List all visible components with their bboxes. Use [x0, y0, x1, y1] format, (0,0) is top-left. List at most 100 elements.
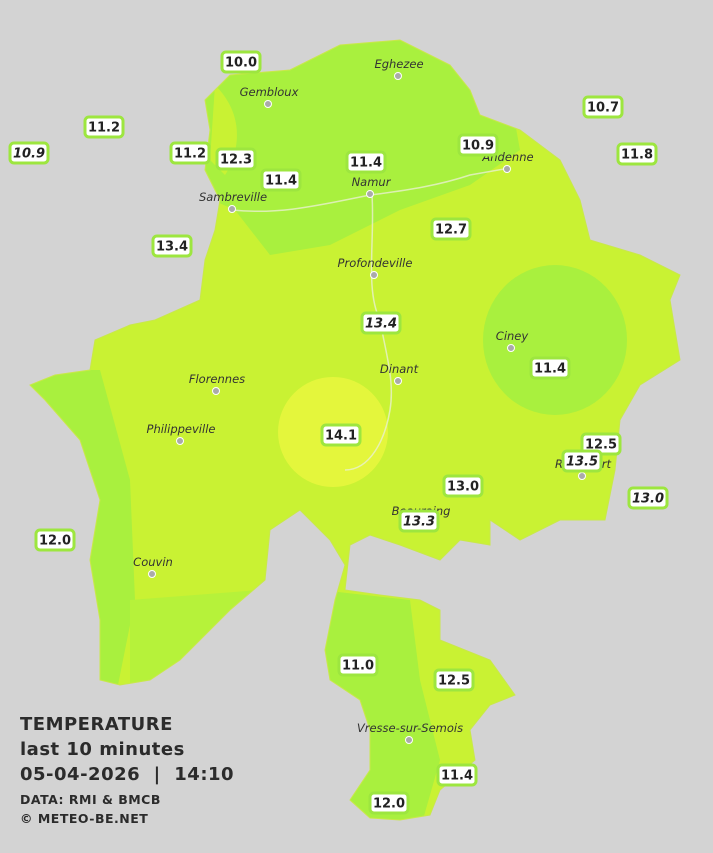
station-box: [337, 653, 379, 677]
station-label: 11.8: [616, 142, 658, 166]
station-value: 13.5: [566, 455, 598, 470]
station-label: 11.4: [345, 150, 387, 174]
city-dot: [507, 344, 515, 352]
station-value: 13.4: [365, 317, 397, 332]
city-dot: [148, 570, 156, 578]
city-label: Vresse-sur-Semois: [357, 721, 463, 735]
station-value: 11.8: [621, 148, 653, 163]
station-label: 11.4: [529, 356, 571, 380]
station-value: 11.2: [174, 147, 206, 162]
city-label: Florennes: [189, 372, 245, 386]
station-value: 13.0: [447, 480, 479, 495]
station-value: 11.4: [350, 156, 382, 171]
station-box: [220, 50, 262, 74]
station-value: 14.1: [325, 429, 357, 444]
legend-subtitle: last 10 minutes: [20, 739, 185, 760]
city-label: Dinant: [380, 362, 419, 376]
city-label: Eghezee: [374, 57, 423, 71]
station-label: 10.9: [457, 133, 499, 157]
city-dot: [503, 165, 511, 173]
station-box: [345, 150, 387, 174]
station-value: 12.3: [220, 153, 252, 168]
station-box: [169, 141, 211, 165]
legend-title: TEMPERATURE: [20, 714, 173, 735]
station-label: 10.9: [8, 141, 50, 165]
legend-source: DATA: RMI & BMCB: [20, 792, 161, 807]
station-value: 10.0: [225, 56, 257, 71]
station-label: 11.0: [337, 653, 379, 677]
station-value: 12.5: [585, 438, 617, 453]
station-box: [398, 509, 440, 533]
station-value: 11.4: [441, 769, 473, 784]
city-dot: [394, 377, 402, 385]
station-box: [627, 486, 669, 510]
station-label: 11.4: [260, 168, 302, 192]
station-box: [582, 95, 624, 119]
station-label: 10.0: [220, 50, 262, 74]
legend-datetime: 05-04-2026 | 14:10: [20, 764, 235, 785]
city-dot: [176, 437, 184, 445]
station-box: [215, 147, 257, 171]
station-value: 13.4: [156, 240, 188, 255]
station-label: 11.2: [83, 115, 125, 139]
station-box: [436, 763, 478, 787]
station-box: [430, 217, 472, 241]
station-label: 12.3: [215, 147, 257, 171]
city-dot: [370, 271, 378, 279]
station-label: 12.0: [368, 791, 410, 815]
station-label: 12.5: [433, 668, 475, 692]
station-value: 12.7: [435, 223, 467, 238]
city-label: Couvin: [133, 555, 173, 569]
station-box: [368, 791, 410, 815]
legend-copyright: © METEO-BE.NET: [20, 811, 149, 826]
station-label: 11.2: [169, 141, 211, 165]
city-label: Gembloux: [240, 85, 299, 99]
city-label: Profondeville: [338, 256, 413, 270]
city-dot: [578, 472, 586, 480]
station-value: 12.5: [438, 674, 470, 689]
station-value: 13.3: [403, 515, 435, 530]
station-box: [8, 141, 50, 165]
station-value: 11.0: [342, 659, 374, 674]
station-box: [457, 133, 499, 157]
station-box: [561, 449, 603, 473]
station-label: 12.7: [430, 217, 472, 241]
station-label: 14.1: [320, 423, 362, 447]
station-value: 11.2: [88, 121, 120, 136]
station-box: [616, 142, 658, 166]
station-value: 11.4: [534, 362, 566, 377]
station-label: 13.4: [360, 311, 402, 335]
station-box: [529, 356, 571, 380]
station-label: 13.0: [442, 474, 484, 498]
station-label: 13.5: [561, 449, 603, 473]
legend: TEMPERATURE last 10 minutes 05-04-2026 |…: [20, 712, 234, 828]
city-dot: [394, 72, 402, 80]
station-label: 13.4: [151, 234, 193, 258]
station-value: 10.9: [13, 147, 45, 162]
station-value: 10.7: [587, 101, 619, 116]
station-value: 10.9: [462, 139, 494, 154]
labels-layer: EghezeeGemblouxAndenneNamurSambrevillePr…: [8, 50, 669, 815]
station-box: [260, 168, 302, 192]
city-label: Philippeville: [147, 422, 216, 436]
city-dot: [264, 100, 272, 108]
station-label: 10.7: [582, 95, 624, 119]
station-box: [320, 423, 362, 447]
city-dot: [212, 387, 220, 395]
city-label: Namur: [352, 175, 392, 189]
station-label: 13.3: [398, 509, 440, 533]
station-label: 13.0: [627, 486, 669, 510]
station-label: 12.0: [34, 528, 76, 552]
station-value: 12.0: [373, 797, 405, 812]
station-box: [442, 474, 484, 498]
station-value: 13.0: [632, 492, 664, 507]
city-label: Sambreville: [199, 190, 267, 204]
station-box: [34, 528, 76, 552]
city-dot: [405, 736, 413, 744]
station-box: [151, 234, 193, 258]
station-box: [433, 668, 475, 692]
station-box: [83, 115, 125, 139]
city-dot: [228, 205, 236, 213]
